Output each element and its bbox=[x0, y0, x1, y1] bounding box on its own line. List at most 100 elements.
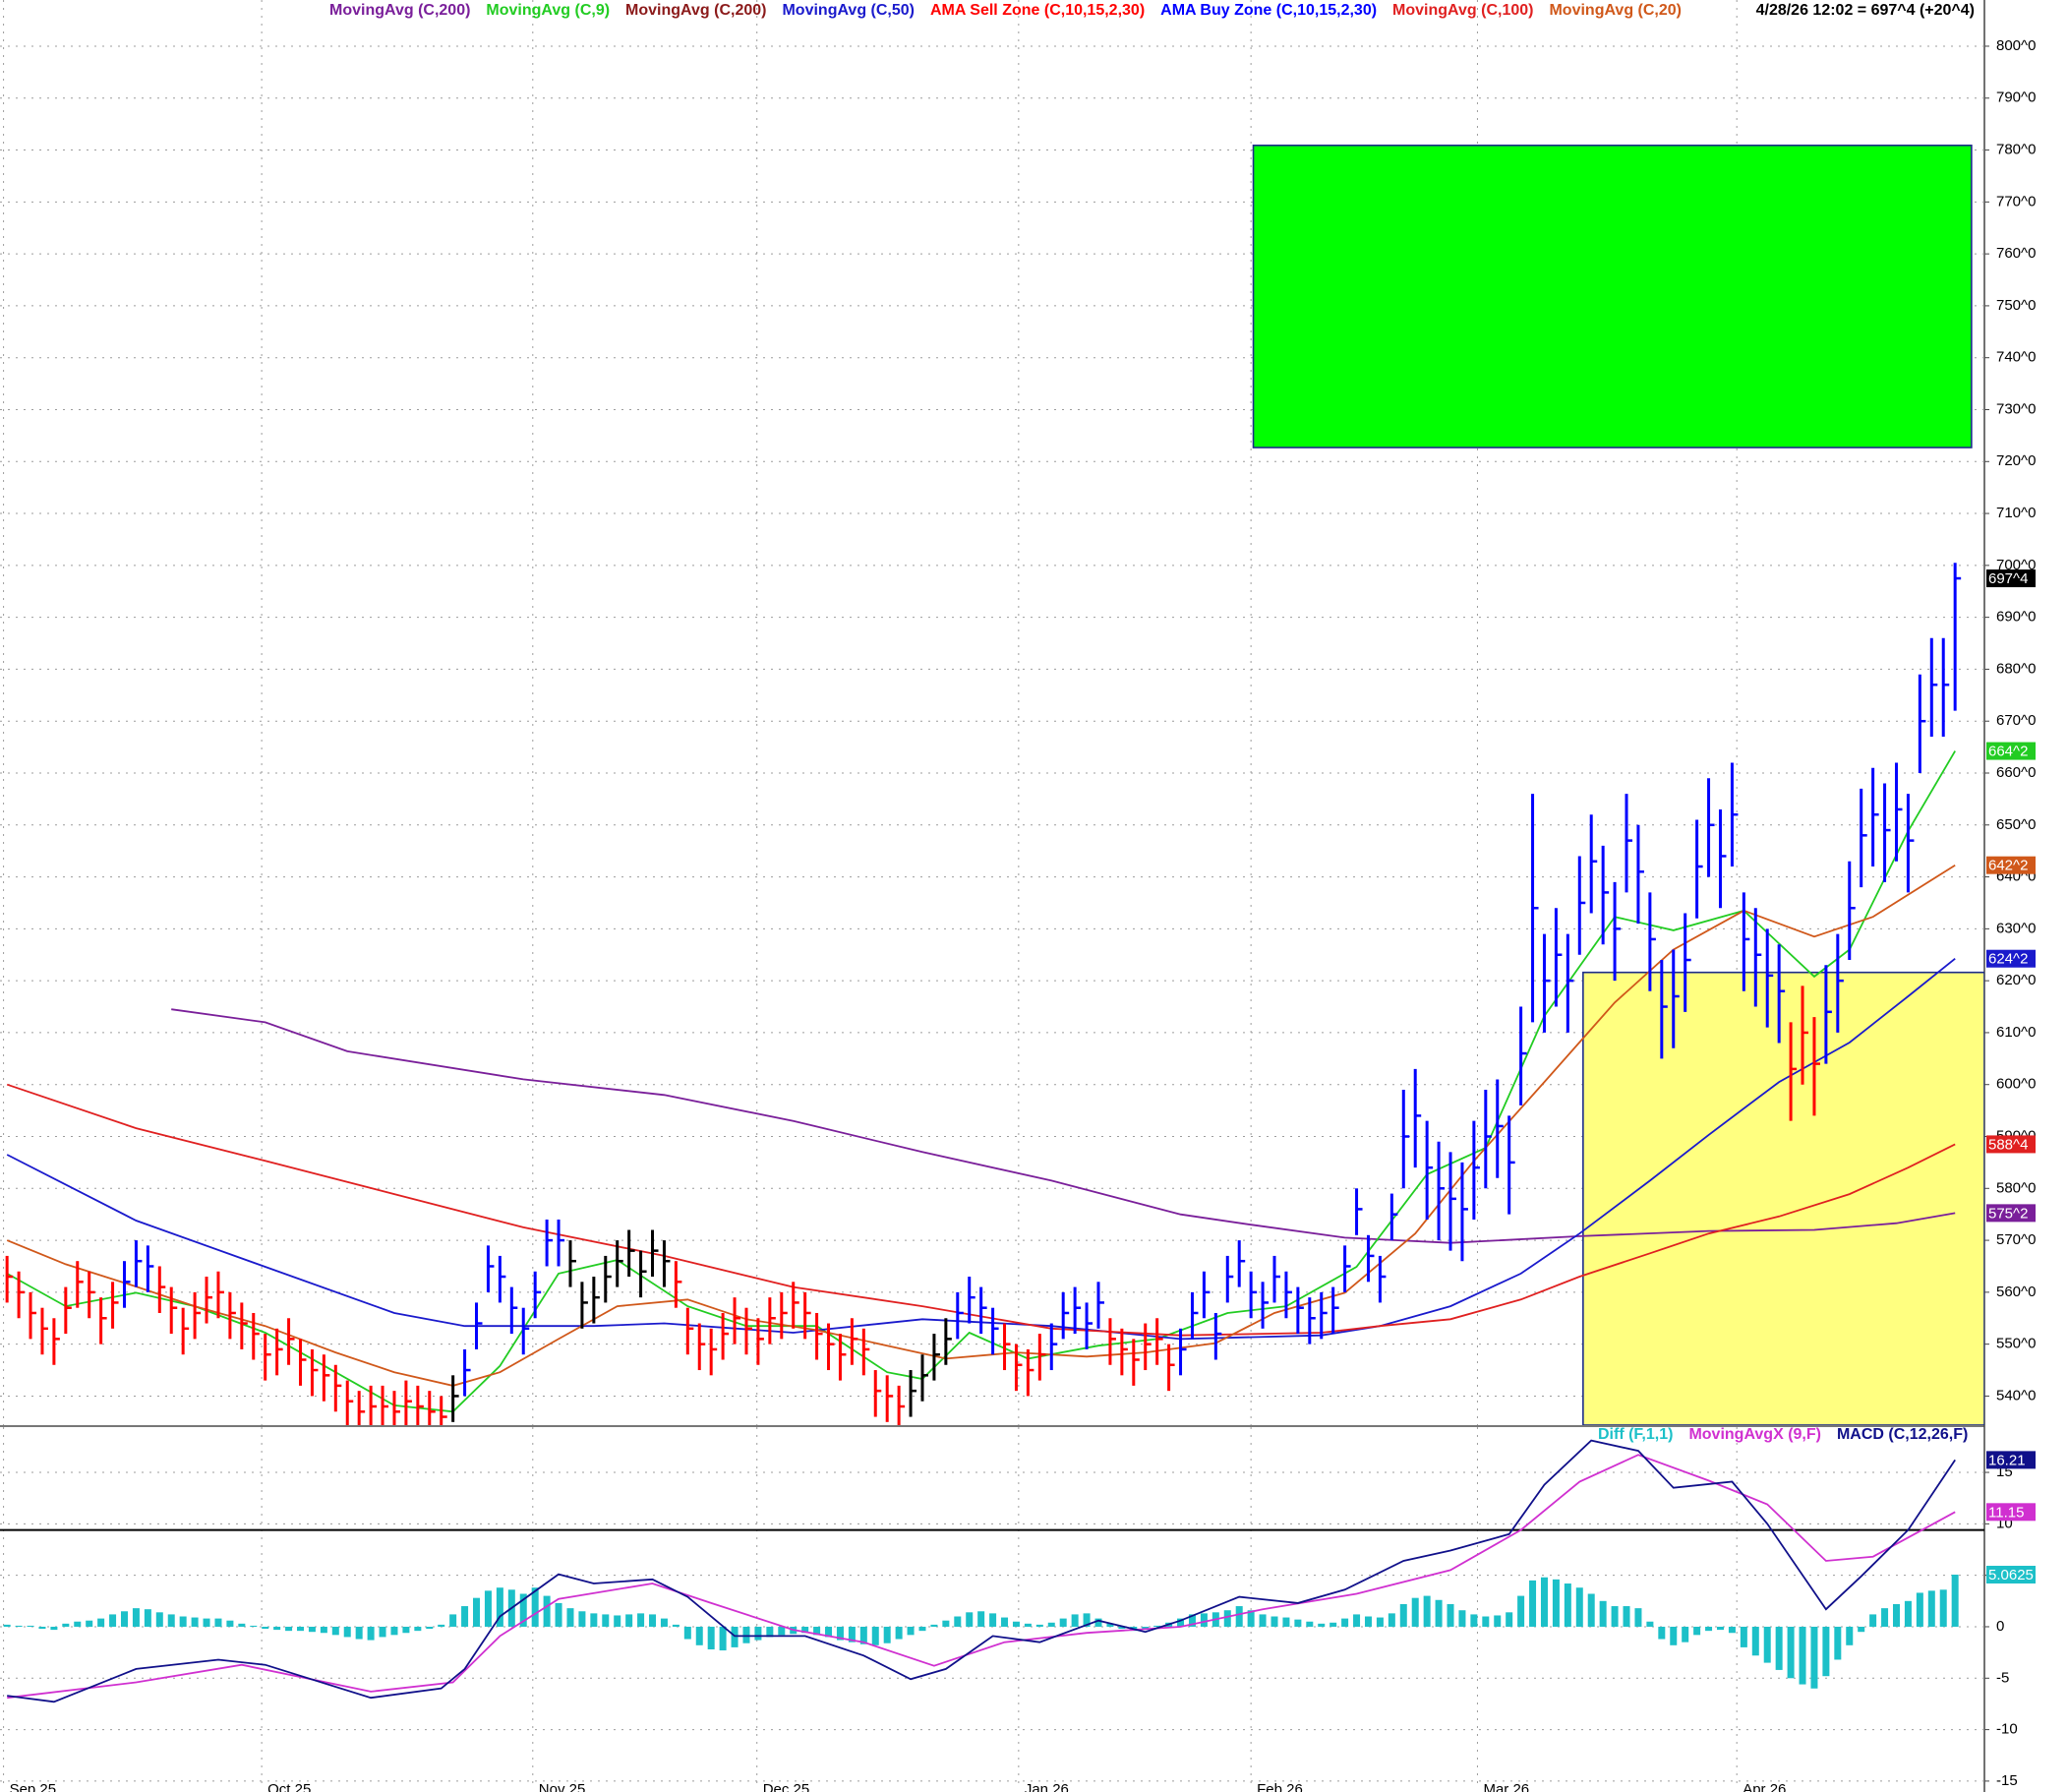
y-tick-label: 760^0 bbox=[1996, 245, 2036, 262]
histogram-bar bbox=[918, 1626, 926, 1632]
value-tag bbox=[1986, 1451, 2036, 1469]
histogram-bar bbox=[1282, 1617, 1290, 1627]
histogram-bar bbox=[801, 1626, 809, 1634]
histogram-bar bbox=[1693, 1626, 1701, 1636]
histogram-bar bbox=[3, 1624, 11, 1627]
histogram-bar bbox=[543, 1595, 551, 1627]
histogram-bar bbox=[1775, 1626, 1783, 1670]
x-tick-label: Oct 25 bbox=[267, 1781, 311, 1792]
histogram-bar bbox=[484, 1590, 492, 1627]
y-tick-label: 750^0 bbox=[1996, 297, 2036, 314]
legend-label: Diff (F,1,1) bbox=[1598, 1426, 1673, 1443]
y-tick-label: 620^0 bbox=[1996, 972, 2036, 988]
histogram-bar bbox=[214, 1618, 222, 1627]
histogram-bar bbox=[1858, 1626, 1865, 1633]
y-tick-label: 790^0 bbox=[1996, 90, 2036, 106]
histogram-bar bbox=[1751, 1626, 1759, 1656]
y-tick-label: 560^0 bbox=[1996, 1284, 2036, 1300]
histogram-bar bbox=[625, 1614, 633, 1627]
histogram-bar bbox=[1294, 1619, 1302, 1627]
histogram-bar bbox=[1223, 1610, 1231, 1627]
histogram-bar bbox=[1435, 1599, 1443, 1627]
y-tick-label: 0 bbox=[1996, 1618, 2004, 1635]
histogram-bar bbox=[1517, 1595, 1525, 1627]
histogram-bar bbox=[1682, 1626, 1689, 1643]
value-tag bbox=[1986, 1566, 2036, 1584]
histogram-bar bbox=[1540, 1577, 1548, 1627]
histogram-bar bbox=[742, 1626, 750, 1643]
histogram-bar bbox=[308, 1626, 316, 1633]
histogram-bar bbox=[1728, 1626, 1736, 1634]
legend-label: MovingAvg (C,200) bbox=[625, 2, 766, 19]
x-tick-label: Mar 26 bbox=[1483, 1781, 1529, 1792]
histogram-bar bbox=[1200, 1613, 1208, 1627]
histogram-bar bbox=[86, 1620, 93, 1627]
histogram-bar bbox=[1810, 1626, 1818, 1689]
histogram-bar bbox=[1259, 1614, 1267, 1627]
value-tag-label: 5.0625 bbox=[1988, 1567, 2034, 1583]
histogram-bar bbox=[285, 1626, 293, 1632]
value-tag bbox=[1986, 1503, 2036, 1522]
value-tag-label: 11.15 bbox=[1988, 1504, 2024, 1521]
histogram-bar bbox=[1716, 1626, 1724, 1631]
histogram-bar bbox=[871, 1626, 879, 1645]
histogram-bar bbox=[1341, 1618, 1349, 1627]
histogram-bar bbox=[848, 1626, 856, 1643]
histogram-bar bbox=[62, 1623, 70, 1627]
histogram-bar bbox=[859, 1626, 867, 1644]
histogram-bar bbox=[977, 1611, 985, 1627]
y-tick-label: -10 bbox=[1996, 1721, 2018, 1738]
histogram-bar bbox=[1939, 1589, 1947, 1627]
histogram-bar bbox=[203, 1618, 210, 1627]
histogram-bar bbox=[1670, 1626, 1678, 1645]
histogram-bar bbox=[297, 1626, 305, 1632]
histogram-bar bbox=[262, 1626, 269, 1630]
x-tick-label: Nov 25 bbox=[539, 1781, 586, 1792]
value-tag-label: 697^4 bbox=[1988, 570, 2028, 587]
histogram-bar bbox=[1787, 1626, 1795, 1679]
value-tag bbox=[1986, 1204, 2036, 1223]
y-tick-label: 700^0 bbox=[1996, 557, 2036, 573]
histogram-bar bbox=[1411, 1597, 1419, 1627]
y-tick-label: 770^0 bbox=[1996, 193, 2036, 209]
histogram-bar bbox=[132, 1608, 140, 1627]
histogram-bar bbox=[1353, 1614, 1361, 1627]
histogram-bar bbox=[27, 1625, 34, 1627]
value-tag-label: 588^4 bbox=[1988, 1136, 2028, 1153]
value-tag-label: 642^2 bbox=[1988, 858, 2028, 874]
histogram-bar bbox=[320, 1626, 327, 1634]
histogram-bar bbox=[1423, 1595, 1431, 1627]
legend-label: AMA Sell Zone (C,10,15,2,30) bbox=[930, 2, 1145, 19]
y-tick-label: 670^0 bbox=[1996, 712, 2036, 729]
histogram-bar bbox=[438, 1624, 445, 1627]
histogram-bar bbox=[1564, 1583, 1571, 1627]
value-tag-label: 16.21 bbox=[1988, 1452, 2026, 1468]
x-tick-label: Dec 25 bbox=[763, 1781, 810, 1792]
y-tick-label: 710^0 bbox=[1996, 505, 2036, 521]
histogram-bar bbox=[1506, 1612, 1513, 1627]
histogram-bar bbox=[426, 1626, 434, 1630]
legend-label: AMA Buy Zone (C,10,15,2,30) bbox=[1160, 2, 1377, 19]
histogram-bar bbox=[1001, 1617, 1009, 1627]
histogram-bar bbox=[191, 1617, 199, 1627]
histogram-bar bbox=[1047, 1622, 1055, 1627]
histogram-bar bbox=[1634, 1608, 1642, 1627]
histogram-bar bbox=[1188, 1614, 1196, 1627]
histogram-bar bbox=[1388, 1613, 1395, 1627]
line-series bbox=[6, 957, 1956, 1341]
histogram-bar bbox=[519, 1593, 527, 1627]
histogram-bar bbox=[883, 1626, 891, 1643]
histogram-bar bbox=[1024, 1623, 1032, 1627]
histogram-bar bbox=[402, 1626, 410, 1634]
macd-panel bbox=[0, 1427, 1984, 1783]
status-text: 4/28/26 12:02 = 697^4 (+20^4) bbox=[1756, 2, 1975, 19]
y-tick-label: 780^0 bbox=[1996, 142, 2036, 158]
histogram-bar bbox=[1599, 1600, 1607, 1627]
histogram-bar bbox=[1012, 1621, 1020, 1627]
legend-label: MovingAvg (C,200) bbox=[329, 2, 470, 19]
histogram-bar bbox=[578, 1611, 586, 1627]
y-tick-label: 550^0 bbox=[1996, 1336, 2036, 1352]
histogram-bar bbox=[649, 1614, 657, 1627]
histogram-bar bbox=[989, 1613, 997, 1627]
